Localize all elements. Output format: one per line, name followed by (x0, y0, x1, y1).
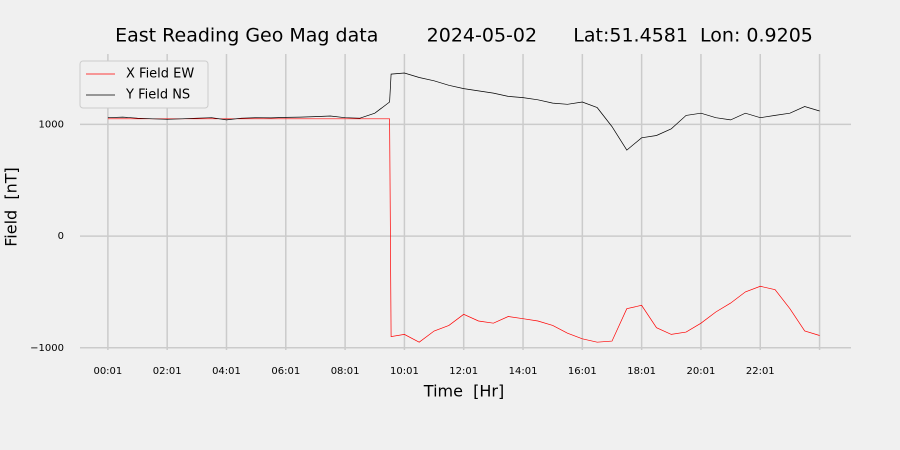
x-tick-label: 06:01 (271, 366, 300, 377)
y-tick-label: −1000 (30, 343, 64, 354)
grid: −1000 0 1000 00:01 02:01 04:01 06:01 08:01 10:01… (30, 54, 851, 377)
x-tick-label: 00:01 (93, 366, 122, 377)
x-tick-label: 04:01 (212, 366, 241, 377)
x-tick-label: 10:01 (390, 366, 419, 377)
legend-box (79, 60, 209, 109)
legend: X Field EW Y Field NS (79, 60, 209, 109)
chart-title: East Reading Geo Mag data 2024-05-02 Lat… (115, 25, 813, 47)
y-tick-label: 0 (58, 231, 64, 242)
y-tick-label: 1000 (39, 119, 64, 130)
legend-label: X Field EW (126, 67, 194, 82)
x-tick-label: 16:01 (568, 366, 597, 377)
x-tick-label: 12:01 (449, 366, 478, 377)
x-tick-label: 02:01 (153, 366, 182, 377)
x-axis-label: Time [Hr] (423, 382, 504, 401)
y-axis-label: Field [nT] (2, 167, 21, 247)
legend-label: Y Field NS (125, 88, 190, 103)
x-tick-label: 14:01 (509, 366, 538, 377)
plot-area (107, 72, 820, 343)
x-tick-label: 22:01 (746, 366, 775, 377)
data-line (107, 118, 820, 343)
x-tick-label: 18:01 (627, 366, 656, 377)
data-line (107, 72, 820, 151)
x-tick-label: 08:01 (331, 366, 360, 377)
x-tick-label: 20:01 (687, 366, 716, 377)
